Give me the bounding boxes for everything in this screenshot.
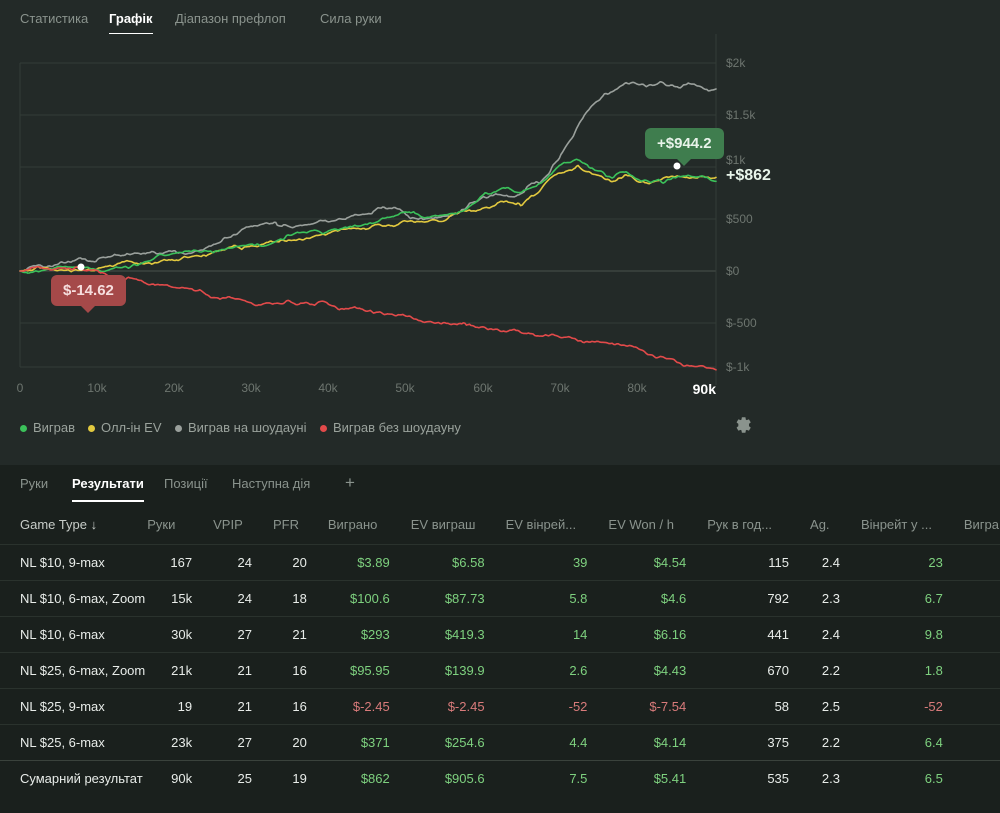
svg-text:30k: 30k <box>241 381 261 395</box>
svg-text:40k: 40k <box>318 381 338 395</box>
svg-text:$1k: $1k <box>726 153 746 167</box>
svg-text:$-500: $-500 <box>726 316 757 330</box>
svg-text:60k: 60k <box>473 381 493 395</box>
svg-text:$500: $500 <box>726 212 753 226</box>
svg-text:90k: 90k <box>693 381 717 397</box>
svg-text:0: 0 <box>17 381 24 395</box>
svg-text:20k: 20k <box>164 381 184 395</box>
svg-text:$0: $0 <box>726 264 740 278</box>
svg-text:$1.5k: $1.5k <box>726 108 756 122</box>
svg-text:$-1k: $-1k <box>726 360 750 374</box>
svg-text:$2k: $2k <box>726 56 746 70</box>
svg-text:80k: 80k <box>627 381 647 395</box>
svg-text:70k: 70k <box>550 381 570 395</box>
svg-text:10k: 10k <box>87 381 107 395</box>
svg-text:50k: 50k <box>395 381 415 395</box>
